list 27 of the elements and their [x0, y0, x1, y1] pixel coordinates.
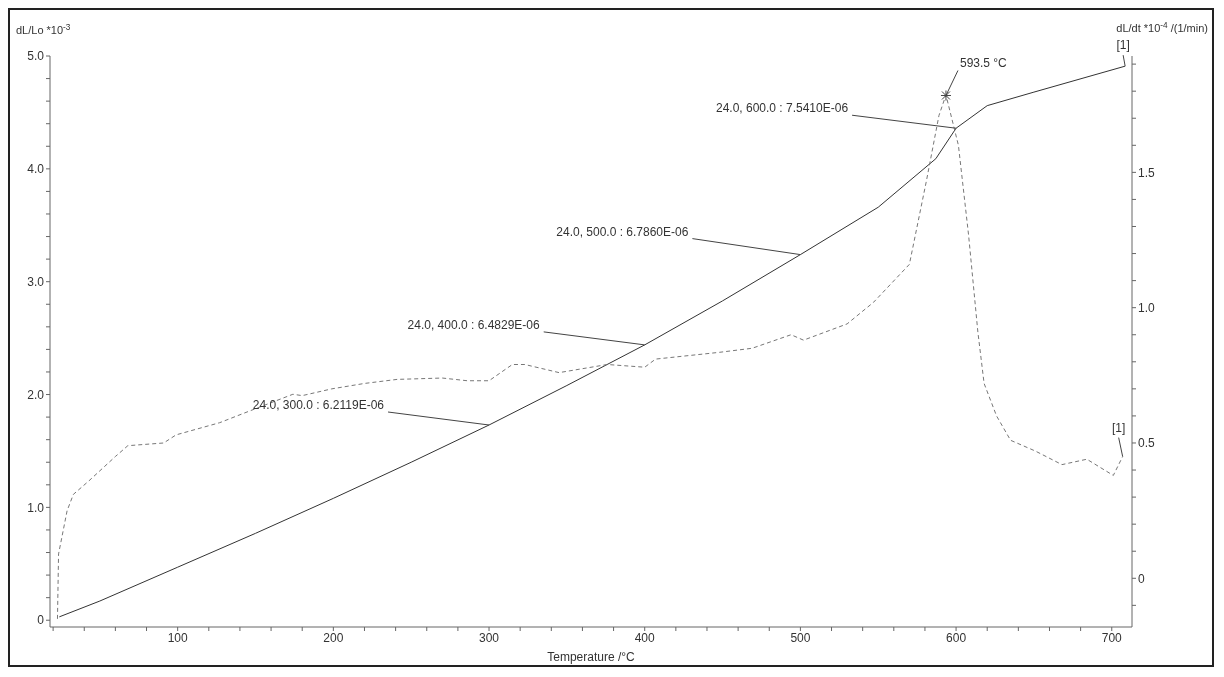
x-tick-label: 500 [790, 630, 811, 645]
annotation: 24.0, 400.0 : 6.4829E-06 [407, 317, 541, 332]
y2-axis-title: dL/dt *10$^{-4}$ /(1/min) [1116, 20, 1208, 34]
y2-tick-label: 1.5 [1138, 165, 1156, 180]
y-tick-label: 4.0 [27, 162, 45, 177]
annotation: [1] [1111, 420, 1126, 435]
y-tick-label: 3.0 [27, 274, 45, 289]
annotation: [1] [1116, 38, 1130, 53]
annotation: 24.0, 600.0 : 7.5410E-06 [715, 101, 849, 116]
annotation: 593.5 °C [959, 56, 1008, 71]
y-tick-label: 5.0 [27, 49, 45, 64]
x-tick-label: 400 [634, 630, 656, 645]
x-tick-label: 700 [1101, 630, 1123, 645]
y-tick-label: 1.0 [27, 500, 45, 515]
y2-tick-label: 1.0 [1138, 300, 1156, 315]
x-tick-label: 100 [167, 630, 188, 645]
y2-tick-label: 0 [1138, 571, 1145, 586]
y-tick-label: 0 [37, 613, 45, 628]
x-tick-label: 300 [479, 630, 500, 645]
x-tick-label: 600 [946, 630, 967, 645]
y-tick-label: 2.0 [27, 387, 45, 402]
annotation: 24.0, 300.0 : 6.2119E-06 [252, 398, 385, 413]
annotation: 24.0, 500.0 : 6.7860E-06 [556, 224, 689, 239]
x-tick-label: 200 [323, 630, 344, 645]
y2-tick-label: 0.5 [1138, 436, 1156, 451]
y-axis-title: dL/Lo *10$^{-3}$ [16, 22, 71, 36]
x-axis-title: Temperature /°C [547, 650, 636, 664]
